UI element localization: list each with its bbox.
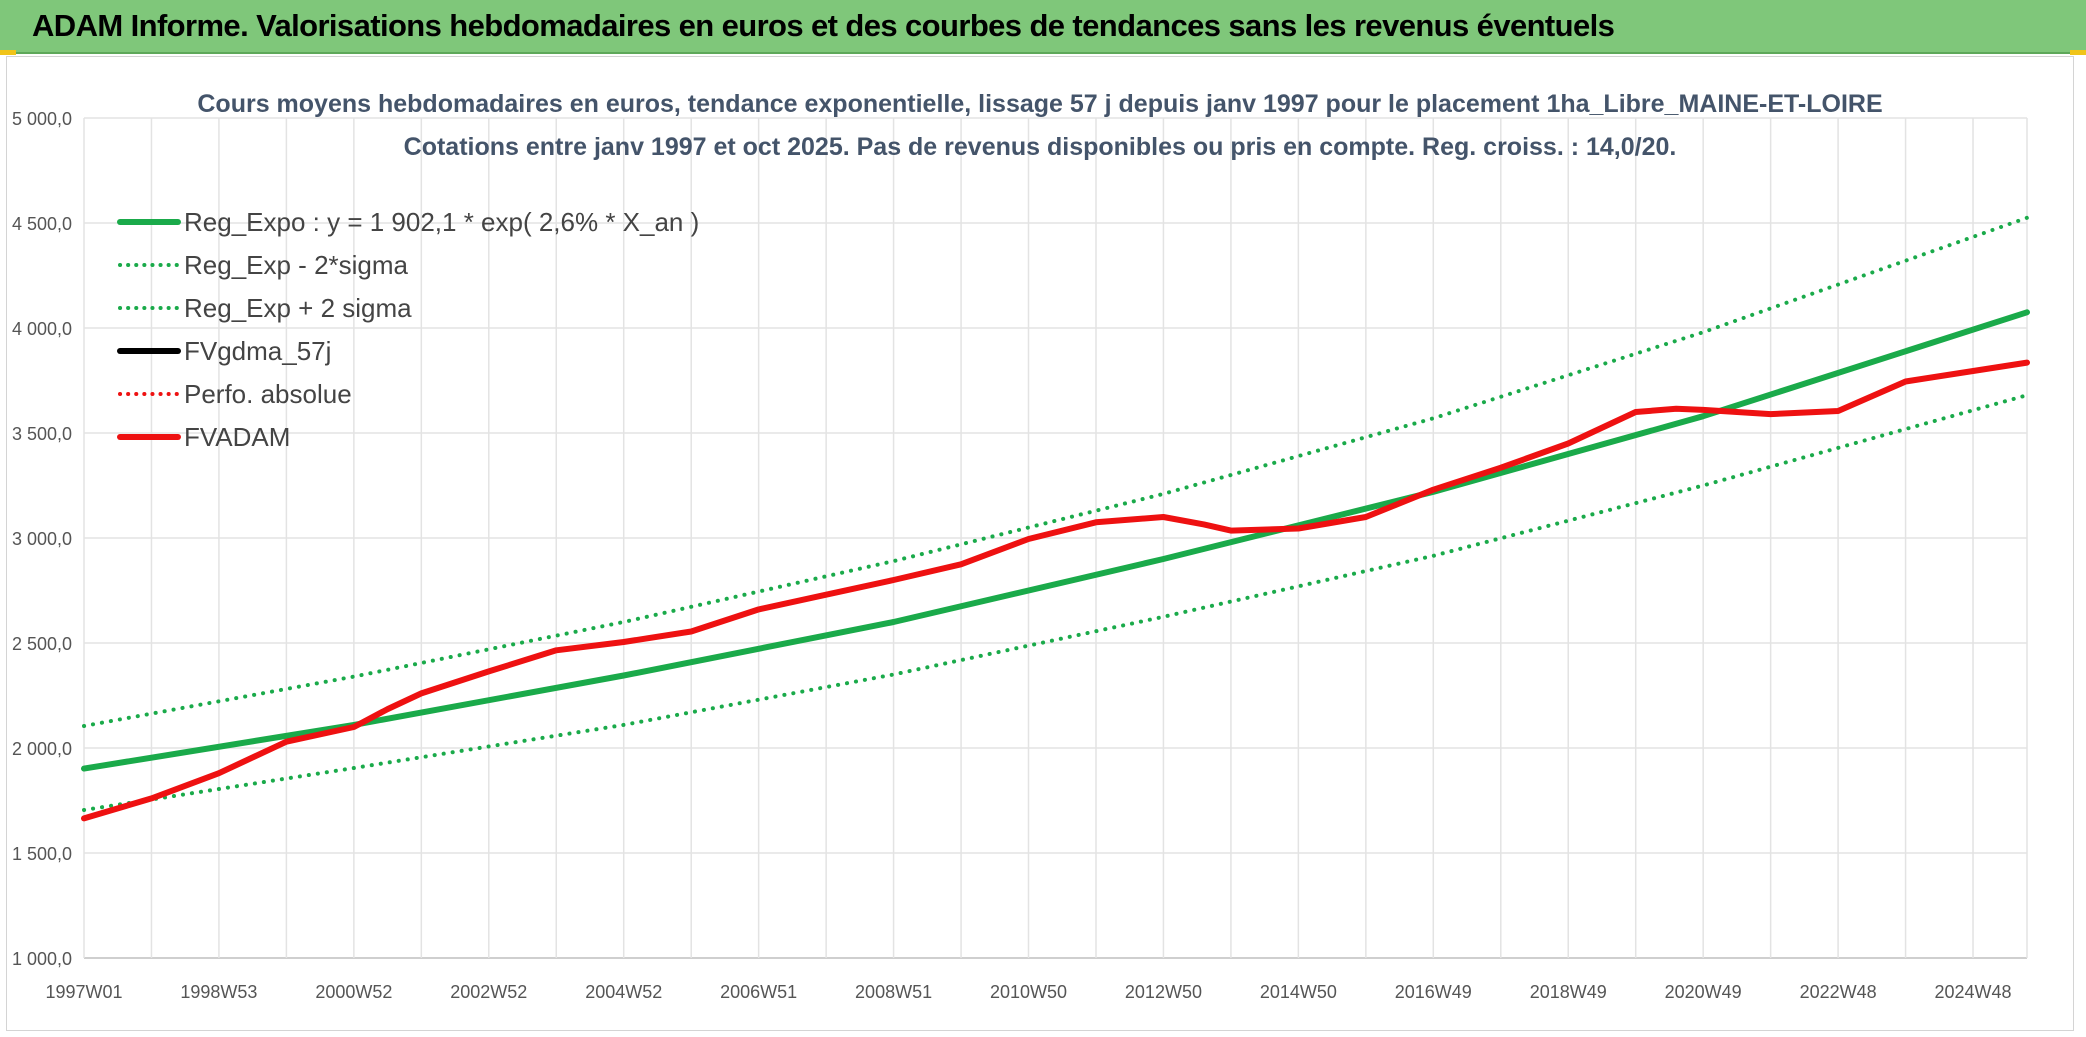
grid — [83, 117, 2028, 959]
legend-label: Reg_Exp - 2*sigma — [184, 250, 409, 280]
x-tick-label: 2018W49 — [1530, 982, 1607, 1002]
report-header: ADAM Informe. Valorisations hebdomadaire… — [0, 0, 2086, 54]
chart-frame — [6, 56, 2074, 1031]
legend-label: FVADAM — [184, 422, 290, 452]
x-tick-label: 2000W52 — [315, 982, 392, 1002]
legend-label: FVgdma_57j — [184, 336, 331, 366]
legend-label: Perfo. absolue — [184, 379, 352, 409]
legend-label: Reg_Expo : y = 1 902,1 * exp( 2,6% * X_a… — [184, 207, 699, 237]
x-tick-label: 2022W48 — [1800, 982, 1877, 1002]
legend: Reg_Expo : y = 1 902,1 * exp( 2,6% * X_a… — [117, 207, 699, 452]
x-tick-label: 2012W50 — [1125, 982, 1202, 1002]
x-tick-label: 2010W50 — [990, 982, 1067, 1002]
y-tick-label: 1 500,0 — [12, 844, 72, 864]
chart-subtitle: Cotations entre janv 1997 et oct 2025. P… — [404, 133, 1677, 161]
y-tick-label: 3 500,0 — [12, 424, 72, 444]
x-tick-label: 2002W52 — [450, 982, 527, 1002]
y-tick-label: 2 000,0 — [12, 739, 72, 759]
corner-marker-left — [0, 50, 16, 55]
x-tick-label: 2006W51 — [720, 982, 797, 1002]
x-tick-label: 1998W53 — [180, 982, 257, 1002]
y-tick-label: 2 500,0 — [12, 634, 72, 654]
series-lines — [81, 215, 2030, 822]
y-axis-ticks: 1 000,0 1 500,0 2 000,0 2 500,0 3 000,0 3 500… — [12, 109, 72, 969]
y-tick-label: 1 000,0 — [12, 949, 72, 969]
x-tick-label: 2020W49 — [1665, 982, 1742, 1002]
series-line-2 — [82, 215, 2029, 728]
series-line-3 — [81, 359, 2030, 822]
series-line-0 — [81, 309, 2030, 772]
x-tick-label: 1997W01 — [45, 982, 122, 1002]
x-tick-label: 2004W52 — [585, 982, 662, 1002]
x-tick-label: 2014W50 — [1260, 982, 1337, 1002]
legend-label: Reg_Exp + 2 sigma — [184, 293, 412, 323]
chart-title: Cours moyens hebdomadaires en euros, ten… — [197, 90, 1882, 118]
x-tick-label: 2024W48 — [1934, 982, 2011, 1002]
x-axis-ticks: 1997W01 1998W53 2000W52 2002W52 2004W52 2006W… — [45, 982, 2011, 1002]
x-tick-label: 2008W51 — [855, 982, 932, 1002]
y-tick-label: 5 000,0 — [12, 109, 72, 129]
series-line-1 — [82, 393, 2029, 812]
report-title: ADAM Informe. Valorisations hebdomadaire… — [32, 8, 1615, 43]
corner-marker-right — [2070, 50, 2086, 55]
y-tick-label: 3 000,0 — [12, 529, 72, 549]
x-tick-label: 2016W49 — [1395, 982, 1472, 1002]
y-tick-label: 4 000,0 — [12, 319, 72, 339]
y-tick-label: 4 500,0 — [12, 214, 72, 234]
